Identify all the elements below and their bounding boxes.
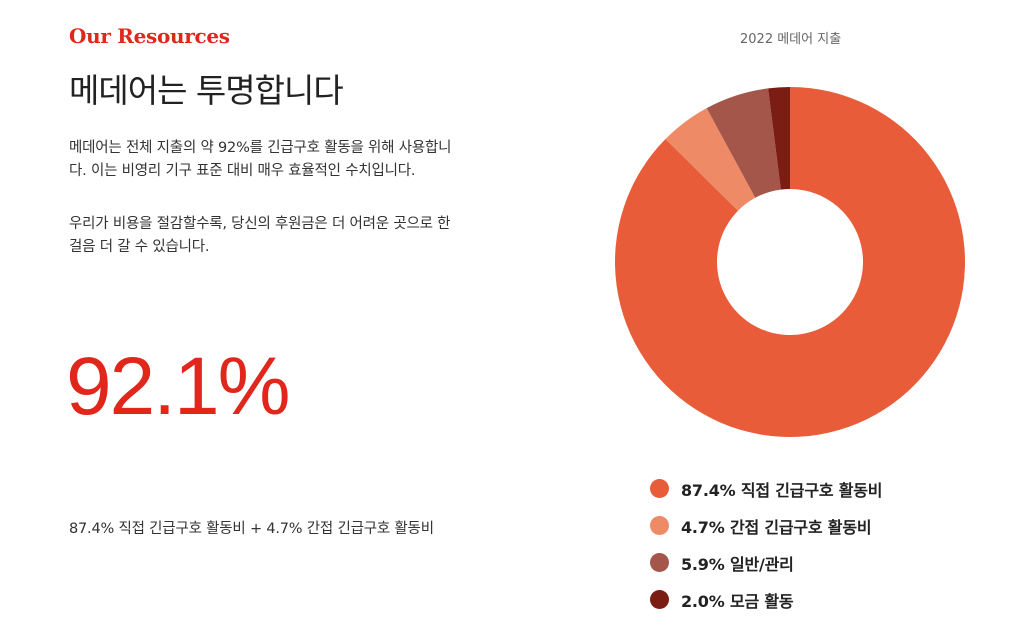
legend-swatch-fundraising xyxy=(650,590,669,609)
chart-legend: 87.4% 직접 긴급구호 활동비 4.7% 간접 긴급구호 활동비 5.9% … xyxy=(650,470,883,618)
legend-item-indirect: 4.7% 간접 긴급구호 활동비 xyxy=(650,507,882,544)
legend-label-admin: 5.9% 일반/관리 xyxy=(681,554,794,574)
legend-label-fundraising: 2.0% 모금 활동 xyxy=(681,591,794,611)
legend-label-indirect: 4.7% 간접 긴급구호 활동비 xyxy=(681,517,872,537)
legend-item-direct: 87.4% 직접 긴급구호 활동비 xyxy=(650,470,883,507)
donut-slice-fundraising xyxy=(768,87,790,190)
legend-item-admin: 5.9% 일반/관리 xyxy=(650,544,882,581)
big-stat-value: 92.1% xyxy=(66,341,291,432)
legend-swatch-admin xyxy=(650,553,669,572)
intro-paragraph: 메데어는 전체 지출의 약 92%를 긴급구호 활동을 위해 사용합니다. 이는… xyxy=(69,140,452,179)
legend-item-fundraising: 2.0% 모금 활동 xyxy=(650,581,882,618)
page-title: 메데어는 투명합니다 xyxy=(69,71,344,110)
section-eyebrow: Our Resources xyxy=(69,24,230,48)
legend-swatch-direct xyxy=(650,479,669,498)
chart-title: 2022 메데어 지출 xyxy=(740,32,842,47)
legend-label-direct: 87.4% 직접 긴급구호 활동비 xyxy=(681,480,883,500)
savings-paragraph: 우리가 비용을 절감할수록, 당신의 후원금은 더 어려운 곳으로 한 걸음 더… xyxy=(69,216,451,255)
donut-slice-indirect xyxy=(665,108,756,211)
legend-swatch-indirect xyxy=(650,516,669,535)
donut-slice-admin xyxy=(706,88,781,198)
stat-note: 87.4% 직접 긴급구호 활동비 + 4.7% 간접 긴급구호 활동비 xyxy=(69,521,434,537)
donut-chart xyxy=(615,87,965,437)
donut-slice-direct xyxy=(615,87,965,437)
